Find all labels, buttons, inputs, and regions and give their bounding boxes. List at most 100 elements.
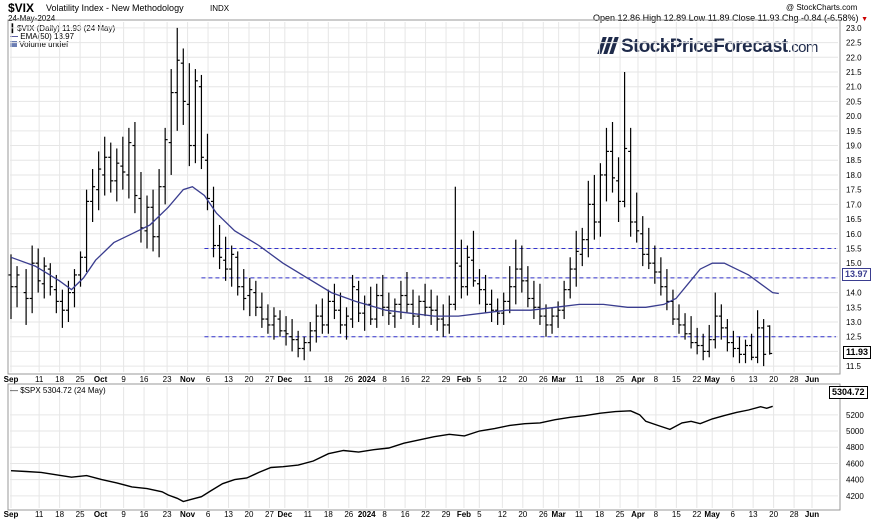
ohlc-bar-icon: ┃: [10, 24, 15, 33]
spx-line-icon: —: [10, 386, 18, 395]
logo-suffix: .com: [787, 39, 819, 56]
ohlc-bar: [446, 295, 452, 334]
vix-x-tick-label: 29: [442, 375, 451, 384]
ohlc-bar: [658, 257, 664, 296]
vix-x-tick-label: 13: [749, 375, 758, 384]
vix-x-tick-label: 26: [344, 375, 353, 384]
spx-last-price-box: 5304.72: [829, 386, 868, 399]
spx-x-tick-label: 22: [421, 510, 430, 519]
ohlc-bar: [223, 236, 229, 281]
vix-y-tick-label: 13.5: [846, 303, 862, 312]
legend-volume-text: Volume undef: [19, 40, 69, 49]
spx-y-tick-label: 4800: [846, 443, 864, 452]
spx-x-tick-label: 23: [163, 510, 172, 519]
vix-x-tick-label: 6: [206, 375, 211, 384]
ohlc-bar: [464, 245, 470, 296]
vix-y-tick-label: 15.5: [846, 244, 862, 253]
ohlc-bar: [610, 122, 616, 193]
ohlc-bar: [730, 330, 736, 358]
vix-y-tick-label: 15.0: [846, 259, 862, 268]
ohlc-bar: [325, 289, 331, 334]
vix-y-tick-label: 17.0: [846, 200, 862, 209]
ohlc-bar: [561, 280, 567, 320]
vix-x-tick-label: 28: [790, 375, 799, 384]
legend-ema-text: EMA(50) 13.97: [20, 32, 75, 41]
ohlc-bar: [537, 283, 543, 325]
ohlc-bar: [253, 280, 259, 317]
ohlc-bar: [477, 269, 483, 305]
ohlc-bar: [186, 63, 192, 167]
ohlc-bar: [204, 133, 210, 211]
spx-x-tick-label: May: [704, 510, 720, 519]
ohlc-bar: [192, 69, 198, 164]
spx-x-tick-label: 20: [518, 510, 527, 519]
legend-vix: ┃ $VIX (Daily) 11.93 (24 May): [10, 24, 115, 33]
ohlc-bar: [96, 151, 102, 211]
ohlc-bar: [682, 313, 688, 340]
vix-y-tick-label: 19.0: [846, 142, 862, 151]
ohlc-bar: [307, 322, 313, 352]
vix-x-tick-label: 12: [498, 375, 507, 384]
ohlc-bar: [217, 224, 223, 270]
vix-x-tick-label: Feb: [457, 375, 471, 384]
spx-x-tick-label: 11: [304, 510, 313, 519]
vix-x-tick-label: 23: [163, 375, 172, 384]
vix-x-tick-label: 26: [539, 375, 548, 384]
ohlc-bar: [301, 336, 307, 361]
ohlc-bar: [755, 310, 761, 364]
close-value: 11.93: [757, 13, 780, 23]
high-label: High: [642, 13, 662, 23]
ohlc-bar: [90, 169, 96, 222]
ohlc-bar: [404, 272, 410, 314]
vix-last-price-box: 11.93: [843, 346, 872, 359]
vix-y-tick-label: 14.0: [846, 289, 862, 298]
ohlc-summary: Open 12.86 High 12.89 Low 11.89 Close 11…: [593, 13, 868, 23]
ohlc-bar: [628, 127, 634, 237]
ohlc-bar: [531, 280, 537, 320]
legend-ema: — EMA(50) 13.97: [10, 32, 74, 41]
spx-y-tick-label: 4200: [846, 492, 864, 501]
spx-x-tick-label: 18: [595, 510, 604, 519]
ohlc-bar: [59, 289, 65, 328]
ohlc-bar: [144, 195, 150, 249]
spx-x-tick-label: 8: [382, 510, 387, 519]
vix-x-tick-label: 13: [224, 375, 233, 384]
ohlc-bar: [356, 280, 362, 322]
symbol-label: $VIX: [8, 1, 35, 15]
ohlc-bar: [120, 136, 126, 190]
ohlc-bar: [585, 180, 591, 258]
spx-x-tick-label: 13: [749, 510, 758, 519]
ohlc-bar: [241, 269, 247, 311]
spx-x-tick-label: 20: [245, 510, 254, 519]
vix-y-tick-label: 20.0: [846, 112, 862, 121]
vix-x-tick-label: Mar: [552, 375, 566, 384]
ohlc-bar: [597, 163, 603, 237]
ohlc-bar: [168, 69, 174, 175]
ohlc-bar: [114, 148, 120, 202]
ohlc-bar: [410, 289, 416, 325]
ohlc-bar: [259, 292, 265, 328]
ohlc-bar: [174, 27, 180, 131]
vix-x-tick-label: 2024: [358, 375, 376, 384]
spx-x-tick-label: 5: [477, 510, 482, 519]
ohlc-bar: [652, 245, 658, 284]
vix-x-tick-label: 20: [518, 375, 527, 384]
vix-x-tick-label: 18: [595, 375, 604, 384]
spx-line: [10, 405, 773, 503]
vix-x-tick-label: 20: [769, 375, 778, 384]
vix-x-tick-label: 18: [324, 375, 333, 384]
ohlc-bar: [8, 254, 14, 320]
ohlc-bar: [591, 174, 597, 240]
vix-y-tick-label: 18.0: [846, 171, 862, 180]
vix-y-tick-label: 16.0: [846, 230, 862, 239]
spx-x-tick-label: Jun: [805, 510, 819, 519]
ohlc-bar: [247, 277, 253, 317]
ohlc-bar: [440, 304, 446, 337]
ohlc-bar: [350, 274, 356, 328]
ohlc-bar: [513, 239, 519, 305]
vix-y-tick-label: 12.5: [846, 333, 862, 342]
spx-x-tick-label: 26: [539, 510, 548, 519]
ohlc-bar: [452, 186, 458, 311]
ohlc-bar: [543, 304, 549, 337]
vix-x-tick-label: May: [704, 375, 720, 384]
